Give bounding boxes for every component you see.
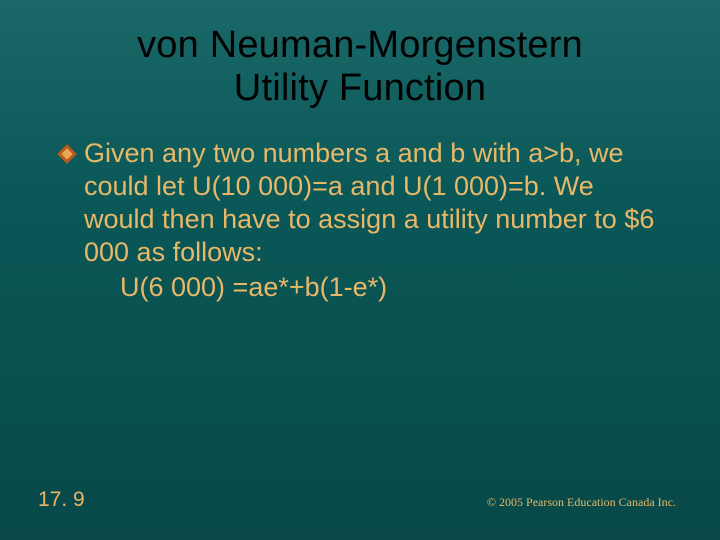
title-line-2: Utility Function [234,67,486,109]
slide-title: von Neuman-Morgenstern Utility Function [52,24,668,109]
slide-container: von Neuman-Morgenstern Utility Function … [0,0,720,540]
copyright-text: © 2005 Pearson Education Canada Inc. [487,495,676,510]
bullet-text: Given any two numbers a and b with a>b, … [84,137,668,269]
title-line-1: von Neuman-Morgenstern [137,24,583,66]
formula-line: U(6 000) =ae*+b(1-e*) [60,271,668,304]
bullet-item: Given any two numbers a and b with a>b, … [60,137,668,269]
slide-body: Given any two numbers a and b with a>b, … [52,137,668,304]
diamond-bullet-icon [57,144,77,164]
page-number: 17. 9 [38,488,85,512]
